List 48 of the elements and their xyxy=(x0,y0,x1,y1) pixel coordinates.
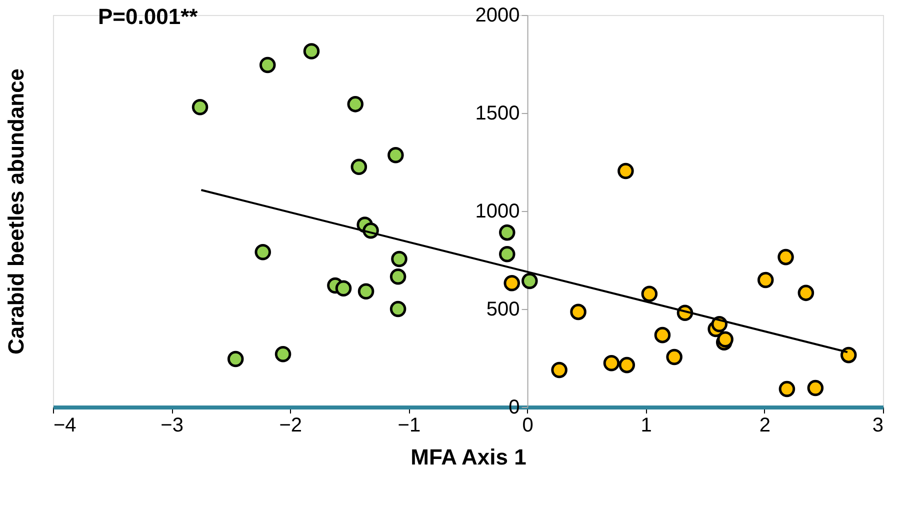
x-tick-label: −4 xyxy=(54,414,76,436)
point xyxy=(259,56,276,74)
x-tick-label: −3 xyxy=(160,414,184,436)
point xyxy=(840,346,857,364)
point xyxy=(391,250,408,268)
point xyxy=(227,350,244,368)
y-tick-label: 2000 xyxy=(475,4,520,26)
point xyxy=(274,346,292,362)
point xyxy=(335,280,352,297)
point xyxy=(303,43,320,60)
point xyxy=(603,354,620,372)
point xyxy=(778,380,796,398)
point xyxy=(618,162,634,180)
point xyxy=(654,326,671,344)
y-tick-label: 1000 xyxy=(475,200,520,222)
point xyxy=(358,283,374,300)
point xyxy=(388,147,404,164)
point xyxy=(498,224,516,241)
point xyxy=(390,268,406,285)
point xyxy=(350,158,368,176)
point xyxy=(798,284,814,302)
point xyxy=(504,275,520,292)
x-tick-label: −2 xyxy=(279,414,302,436)
point xyxy=(618,356,636,374)
point xyxy=(192,98,208,116)
point xyxy=(390,300,406,318)
point xyxy=(666,348,682,366)
x-axis-title: MFA Axis 1 xyxy=(410,444,526,470)
annotation: P=0.001** xyxy=(98,4,198,29)
x-tick-label: 1 xyxy=(640,414,652,436)
x-tick-label: −1 xyxy=(398,414,421,436)
y-tick-label: 1500 xyxy=(475,102,520,124)
point xyxy=(498,246,516,262)
point xyxy=(717,331,734,348)
x-tick-label: 2 xyxy=(759,414,770,436)
point xyxy=(570,304,586,320)
point xyxy=(347,96,364,112)
y-tick-label: 500 xyxy=(486,298,520,320)
point xyxy=(522,272,538,290)
point xyxy=(254,244,272,260)
x-tick-label: 3 xyxy=(872,414,884,436)
y-axis-title: Carabid beetles abundance xyxy=(4,68,28,355)
point xyxy=(641,286,658,302)
point xyxy=(757,272,774,288)
point xyxy=(551,362,568,378)
x-tick-label: 0 xyxy=(522,414,534,436)
point xyxy=(807,380,824,396)
point xyxy=(778,248,794,266)
